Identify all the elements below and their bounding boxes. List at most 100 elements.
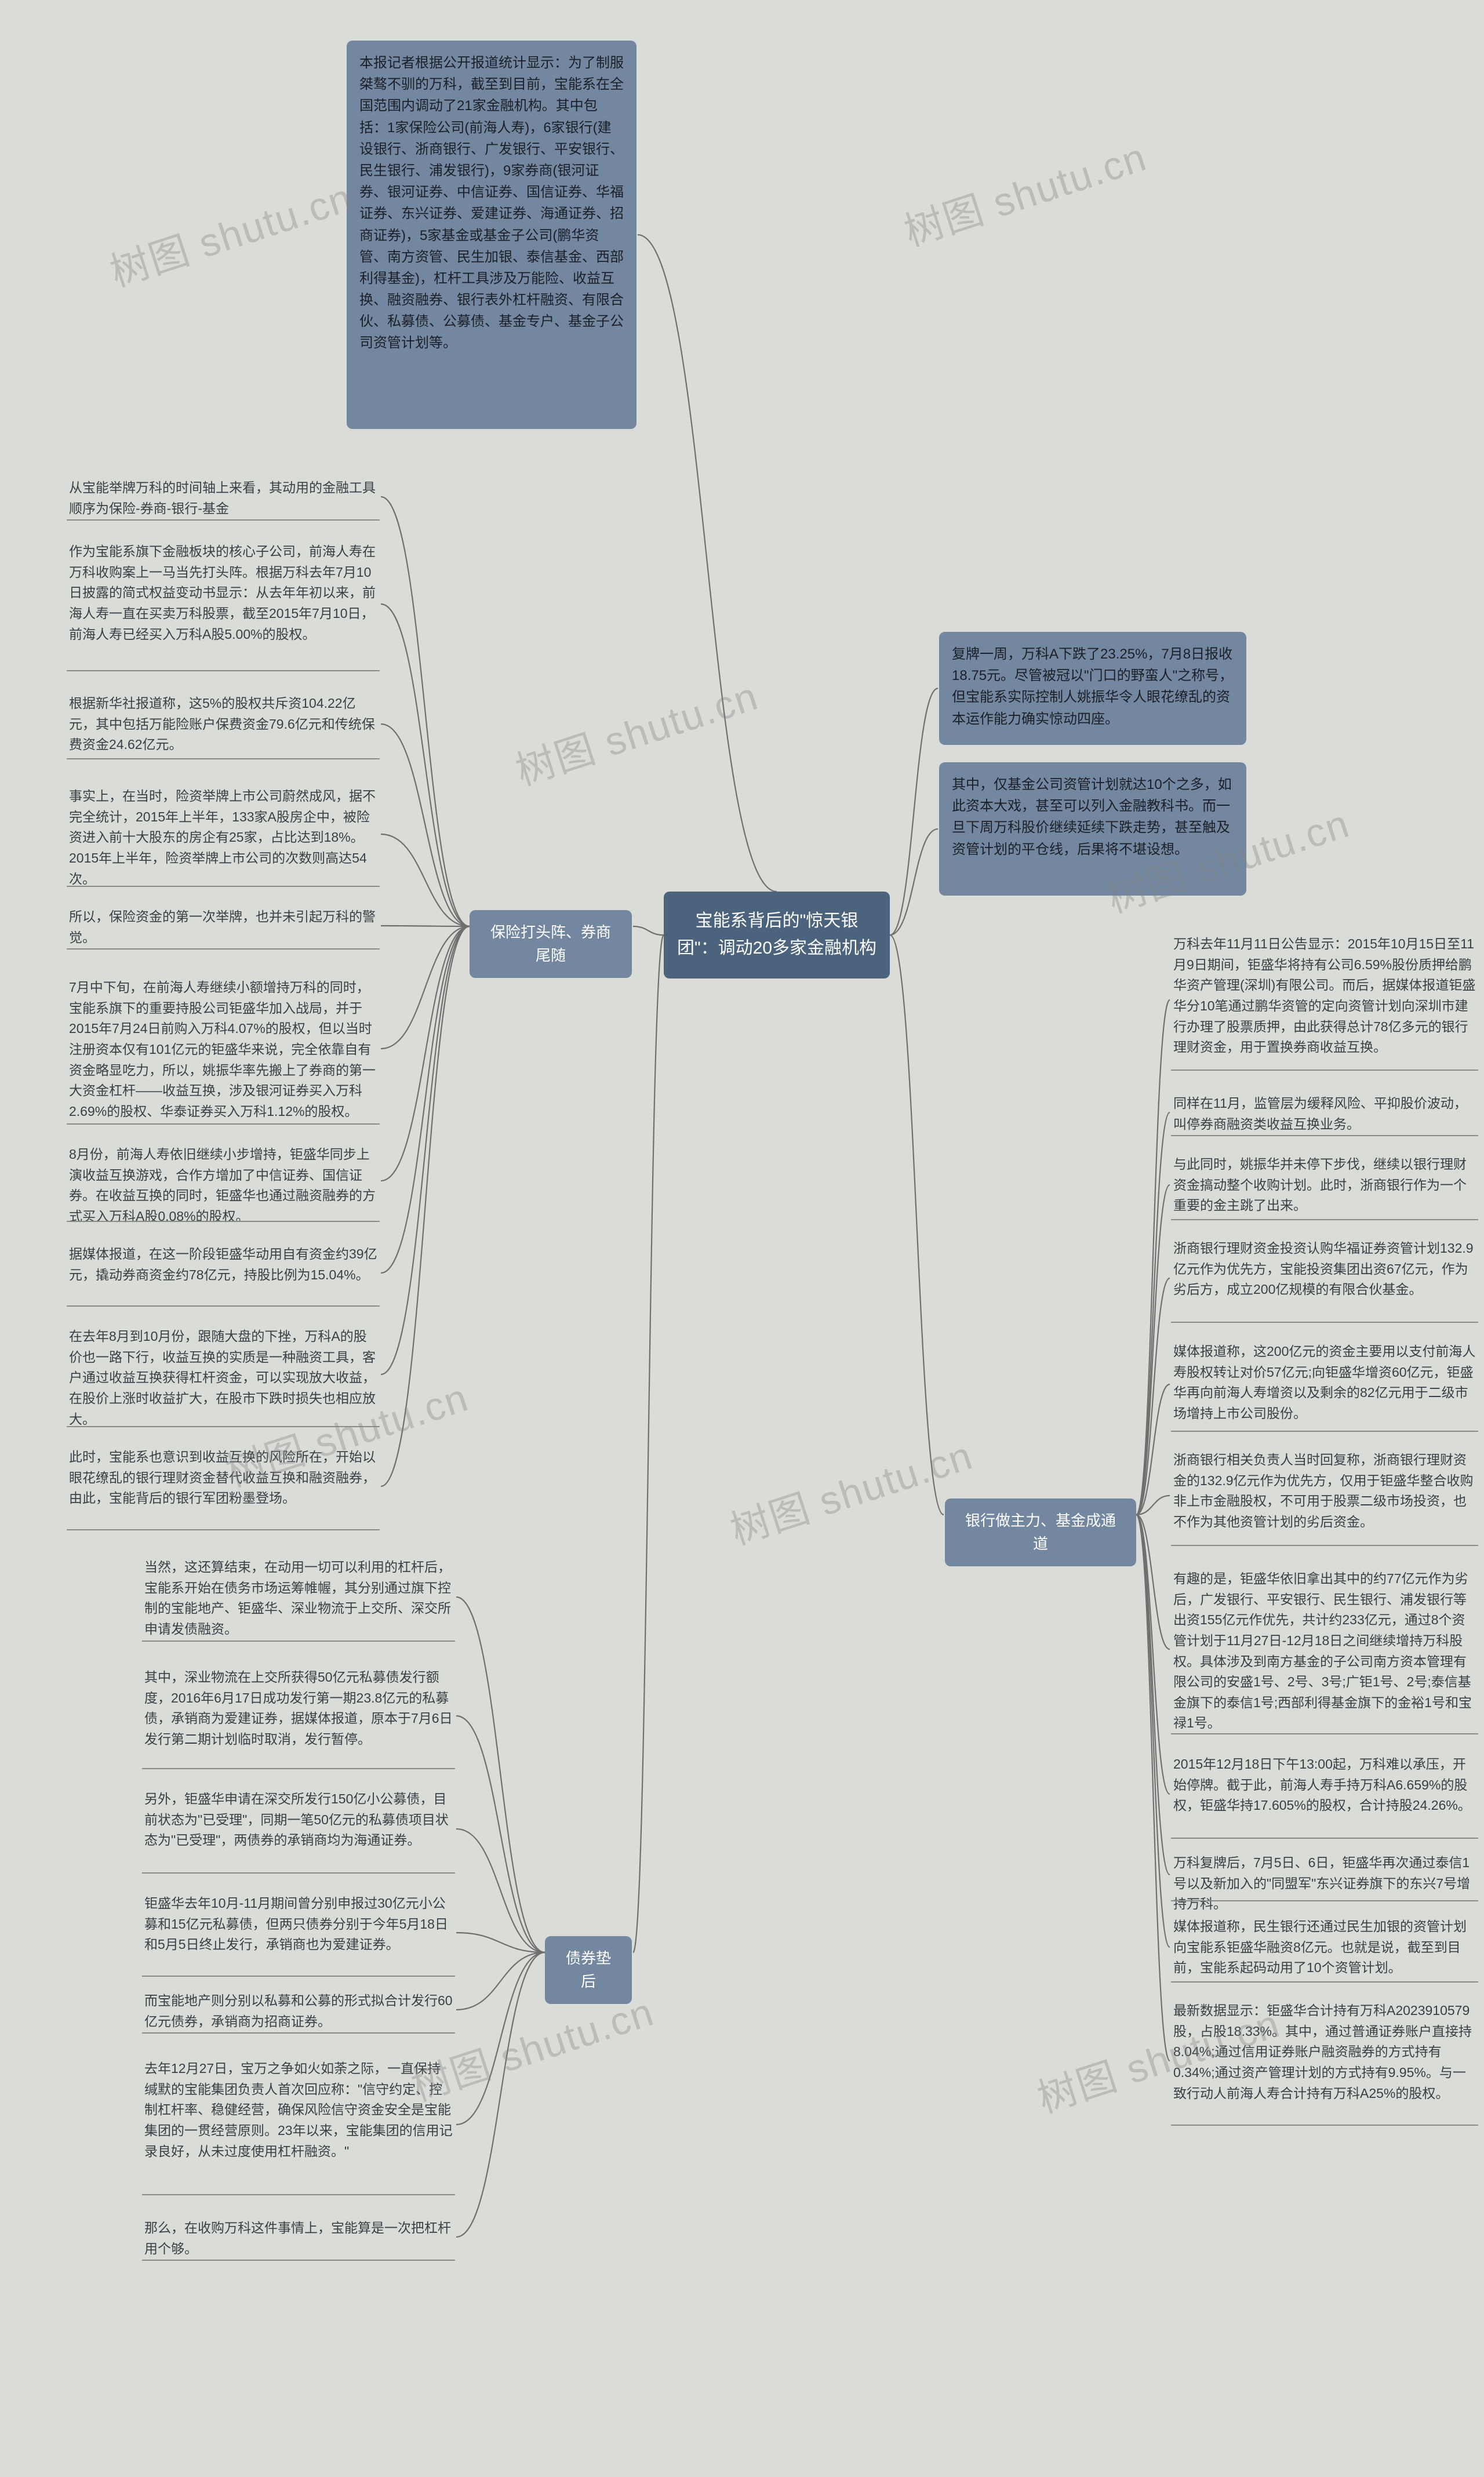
branch-3-divider-3 [1171,1219,1478,1220]
branch-1-divider-6 [67,1123,380,1125]
watermark-6: 树图 shutu.cn [722,1423,979,1555]
watermark-3: 树图 shutu.cn [507,664,764,796]
branch-3-item-5-text: 媒体报道称，这200亿元的资金主要用以支付前海人寿股权转让对价57亿元;向钜盛华… [1173,1344,1475,1421]
branch-3-item-4[interactable]: 浙商银行理财资金投资认购华福证券资管计划132.9亿元作为优先方，宝能投资集团出… [1171,1235,1478,1304]
branch-1-item-4-text: 事实上，在当时，险资举牌上市公司蔚然成风，据不完全统计，2015年上半年，133… [69,788,376,886]
branch-2-label: 债券垫后 [566,1949,611,1990]
branch-3-item-10-text: 媒体报道称，民生银行还通过民生加银的资管计划向宝能系钜盛华融资8亿元。也就是说，… [1173,1919,1467,1975]
branch-3-divider-10 [1171,1981,1478,1983]
branch-1-item-1-text: 从宝能举牌万科的时间轴上来看，其动用的金融工具顺序为保险-券商-银行-基金 [69,480,376,516]
branch-3-item-3-text: 与此同时，姚振华并未停下步伐，继续以银行理财资金搞动整个收购计划。此时，浙商银行… [1173,1156,1467,1213]
branch-2-divider-1 [142,1641,455,1642]
watermark-1: 树图 shutu.cn [101,165,358,297]
root-label: 宝能系背后的"惊天银团"：调动20多家金融机构 [677,911,876,958]
topbox-1[interactable]: 本报记者根据公开报道统计显示：为了制服桀骜不驯的万科，截至到目前，宝能系在全国范… [347,41,636,429]
branch-1-item-7-text: 8月份，前海人寿依旧继续小步增持，钜盛华同步上演收益互换游戏，合作方增加了中信证… [69,1147,376,1224]
branch-1-divider-8 [67,1305,380,1307]
branch-3-divider-1 [1171,1070,1478,1071]
branch-3-label: 银行做主力、基金成通道 [965,1512,1116,1552]
branch-2-item-4[interactable]: 钜盛华去年10月-11月期间曾分别申报过30亿元小公募和15亿元私募债，但两只债… [142,1890,455,1959]
branch-3-item-8[interactable]: 2015年12月18日下午13:00起，万科难以承压，开始停牌。截于此，前海人寿… [1171,1751,1478,1820]
branch-2-item-7[interactable]: 那么，在收购万科这件事情上，宝能算是一次把杠杆用个够。 [142,2214,455,2263]
branch-3-item-10[interactable]: 媒体报道称，民生银行还通过民生加银的资管计划向宝能系钜盛华融资8亿元。也就是说，… [1171,1913,1478,1982]
branch-1-item-1[interactable]: 从宝能举牌万科的时间轴上来看，其动用的金融工具顺序为保险-券商-银行-基金 [67,474,380,522]
branch-1-divider-4 [67,886,380,887]
topbox-3[interactable]: 其中，仅基金公司资管计划就达10个之多，如此资本大戏，甚至可以列入金融教科书。而… [939,762,1246,896]
branch-2-item-3-text: 另外，钜盛华申请在深交所发行150亿小公募债，目前状态为"已受理"，同期一笔50… [144,1791,449,1847]
branch-2-item-5-text: 而宝能地产则分别以私募和公募的形式拟合计发行60亿元债券，承销商为招商证券。 [144,1993,453,2029]
branch-1-item-9-text: 在去年8月到10月份，跟随大盘的下挫，万科A的股价也一路下行，收益互换的实质是一… [69,1329,376,1427]
branch-3-divider-9 [1171,1900,1478,1901]
branch-1-divider-7 [67,1221,380,1222]
branch-2-item-3[interactable]: 另外，钜盛华申请在深交所发行150亿小公募债，目前状态为"已受理"，同期一笔50… [142,1785,455,1854]
branch-2-divider-7 [142,2260,455,2261]
topbox-2-text: 复牌一周，万科A下跌了23.25%，7月8日报收18.75元。尽管被冠以"门口的… [952,646,1233,727]
branch-3-item-9-text: 万科复牌后，7月5日、6日，钜盛华再次通过泰信1号以及新加入的"同盟军"东兴证券… [1173,1855,1470,1911]
branch-2-divider-6 [142,2194,455,2195]
branch-1-divider-10 [67,1529,380,1530]
branch-1-item-4[interactable]: 事实上，在当时，险资举牌上市公司蔚然成风，据不完全统计，2015年上半年，133… [67,783,380,893]
branch-2-item-2[interactable]: 其中，深业物流在上交所获得50亿元私募债发行额度，2016年6月17日成功发行第… [142,1664,455,1754]
branch-3-item-1-text: 万科去年11月11日公告显示：2015年10月15日至11月9日期间，钜盛华将持… [1173,936,1475,1054]
branch-3-item-8-text: 2015年12月18日下午13:00起，万科难以承压，开始停牌。截于此，前海人寿… [1173,1756,1471,1813]
branch-1-item-10-text: 此时，宝能系也意识到收益互换的风险所在，开始以眼花缭乱的银行理财资金替代收益互换… [69,1449,376,1505]
branch-3-item-11-text: 最新数据显示：钜盛华合计持有万科A2023910579股，占股18.33%。其中… [1173,2003,1472,2101]
branch-3-item-11[interactable]: 最新数据显示：钜盛华合计持有万科A2023910579股，占股18.33%。其中… [1171,1997,1478,2107]
topbox-2[interactable]: 复牌一周，万科A下跌了23.25%，7月8日报收18.75元。尽管被冠以"门口的… [939,632,1246,745]
branch-1-divider-5 [67,948,380,950]
branch-1-divider-3 [67,758,380,759]
branch-3-item-1[interactable]: 万科去年11月11日公告显示：2015年10月15日至11月9日期间，钜盛华将持… [1171,930,1478,1061]
branch-3-item-9[interactable]: 万科复牌后，7月5日、6日，钜盛华再次通过泰信1号以及新加入的"同盟军"东兴证券… [1171,1849,1478,1918]
branch-1-item-8-text: 据媒体报道，在这一阶段钜盛华动用自有资金约39亿元，撬动券商资金约78亿元，持股… [69,1246,377,1282]
watermark-2: 树图 shutu.cn [896,125,1152,257]
branch-3-item-7-text: 有趣的是，钜盛华依旧拿出其中的约77亿元作为劣后，广发银行、平安银行、民生银行、… [1173,1571,1472,1730]
branch-1[interactable]: 保险打头阵、券商尾随 [470,910,632,978]
branch-1-item-8[interactable]: 据媒体报道，在这一阶段钜盛华动用自有资金约39亿元，撬动券商资金约78亿元，持股… [67,1241,380,1289]
branch-2-divider-3 [142,1872,455,1874]
branch-1-item-6[interactable]: 7月中下旬，在前海人寿继续小额增持万科的同时，宝能系旗下的重要持股公司钜盛华加入… [67,974,380,1125]
branch-1-item-2[interactable]: 作为宝能系旗下金融板块的核心子公司，前海人寿在万科收购案上一马当先打头阵。根据万… [67,538,380,648]
branch-2[interactable]: 债券垫后 [545,1936,632,2004]
root-node[interactable]: 宝能系背后的"惊天银团"：调动20多家金融机构 [664,892,890,979]
branch-1-divider-1 [67,519,380,521]
branch-2-item-1-text: 当然，这还算结束，在动用一切可以利用的杠杆后，宝能系开始在债务市场运筹帷幄，其分… [144,1559,451,1636]
branch-2-divider-5 [142,2032,455,2034]
branch-1-divider-2 [67,670,380,671]
branch-1-item-3[interactable]: 根据新华社报道称，这5%的股权共斥资104.22亿元，其中包括万能险账户保费资金… [67,690,380,759]
topbox-1-text: 本报记者根据公开报道统计显示：为了制服桀骜不驯的万科，截至到目前，宝能系在全国范… [359,55,624,351]
branch-1-item-5-text: 所以，保险资金的第一次举牌，也并未引起万科的警觉。 [69,909,376,945]
branch-2-item-5[interactable]: 而宝能地产则分别以私募和公募的形式拟合计发行60亿元债券，承销商为招商证券。 [142,1987,455,2035]
branch-3-item-5[interactable]: 媒体报道称，这200亿元的资金主要用以支付前海人寿股权转让对价57亿元;向钜盛华… [1171,1338,1478,1428]
branch-3-divider-7 [1171,1733,1478,1734]
branch-1-divider-9 [67,1426,380,1427]
topbox-3-text: 其中，仅基金公司资管计划就达10个之多，如此资本大戏，甚至可以列入金融教科书。而… [952,777,1232,857]
branch-3-item-4-text: 浙商银行理财资金投资认购华福证券资管计划132.9亿元作为优先方，宝能投资集团出… [1173,1241,1474,1297]
branch-1-label: 保险打头阵、券商尾随 [490,923,611,964]
branch-3-divider-8 [1171,1838,1478,1839]
branch-3-divider-5 [1171,1431,1478,1432]
branch-3-divider-4 [1171,1322,1478,1323]
branch-3-divider-11 [1171,2125,1478,2126]
branch-2-item-6[interactable]: 去年12月27日，宝万之争如火如荼之际，一直保持缄默的宝能集团负责人首次回应称：… [142,2055,455,2165]
branch-3-item-2[interactable]: 同样在11月，监管层为缓释风险、平抑股价波动，叫停券商融资类收益互换业务。 [1171,1090,1478,1138]
branch-1-item-3-text: 根据新华社报道称，这5%的股权共斥资104.22亿元，其中包括万能险账户保费资金… [69,696,375,752]
branch-2-item-4-text: 钜盛华去年10月-11月期间曾分别申报过30亿元小公募和15亿元私募债，但两只债… [144,1896,448,1952]
branch-3-item-3[interactable]: 与此同时，姚振华并未停下步伐，继续以银行理财资金搞动整个收购计划。此时，浙商银行… [1171,1151,1478,1220]
branch-1-item-7[interactable]: 8月份，前海人寿依旧继续小步增持，钜盛华同步上演收益互换游戏，合作方增加了中信证… [67,1141,380,1231]
branch-1-item-2-text: 作为宝能系旗下金融板块的核心子公司，前海人寿在万科收购案上一马当先打头阵。根据万… [69,544,376,642]
branch-2-divider-2 [142,1768,455,1769]
branch-1-item-9[interactable]: 在去年8月到10月份，跟随大盘的下挫，万科A的股价也一路下行，收益互换的实质是一… [67,1323,380,1433]
branch-2-item-6-text: 去年12月27日，宝万之争如火如荼之际，一直保持缄默的宝能集团负责人首次回应称：… [144,2061,453,2159]
branch-3[interactable]: 银行做主力、基金成通道 [945,1498,1136,1566]
branch-3-divider-6 [1171,1545,1478,1546]
branch-2-divider-4 [142,1976,455,1977]
branch-3-item-6[interactable]: 浙商银行相关负责人当时回复称，浙商银行理财资金的132.9亿元作为优先方，仅用于… [1171,1446,1478,1536]
branch-2-item-1[interactable]: 当然，这还算结束，在动用一切可以利用的杠杆后，宝能系开始在债务市场运筹帷幄，其分… [142,1554,455,1643]
branch-1-item-10[interactable]: 此时，宝能系也意识到收益互换的风险所在，开始以眼花缭乱的银行理财资金替代收益互换… [67,1443,380,1512]
branch-3-item-6-text: 浙商银行相关负责人当时回复称，浙商银行理财资金的132.9亿元作为优先方，仅用于… [1173,1452,1474,1529]
branch-3-item-7[interactable]: 有趣的是，钜盛华依旧拿出其中的约77亿元作为劣后，广发银行、平安银行、民生银行、… [1171,1565,1478,1737]
branch-2-item-7-text: 那么，在收购万科这件事情上，宝能算是一次把杠杆用个够。 [144,2220,451,2256]
branch-1-item-6-text: 7月中下旬，在前海人寿继续小额增持万科的同时，宝能系旗下的重要持股公司钜盛华加入… [69,980,376,1119]
branch-3-divider-2 [1171,1135,1478,1136]
branch-1-item-5[interactable]: 所以，保险资金的第一次举牌，也并未引起万科的警觉。 [67,903,380,951]
